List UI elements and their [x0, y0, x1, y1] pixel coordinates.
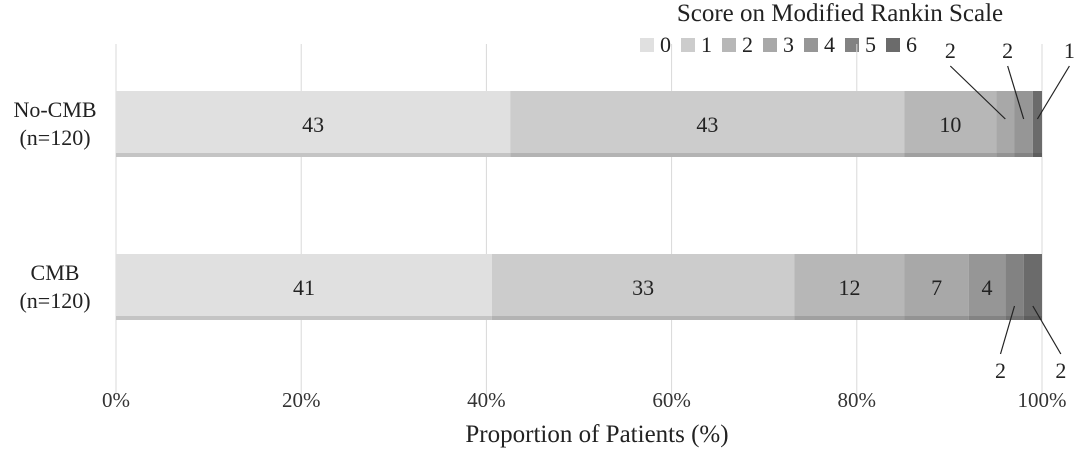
legend-label: 4 [824, 32, 835, 57]
bar-segment-shadow [794, 316, 905, 320]
callout-line [1036, 65, 1070, 120]
category-label-line2: (n=120) [19, 288, 91, 313]
legend-item: 6 [886, 32, 917, 58]
bar-segment-shadow [116, 316, 492, 320]
bar-segment [996, 91, 1015, 157]
x-tick-label: 60% [652, 388, 691, 412]
bar-segment [794, 254, 905, 320]
legend-label: 5 [865, 32, 876, 57]
bar-segment [1005, 254, 1024, 320]
bar-segment [1014, 91, 1033, 157]
legend-swatch [640, 38, 654, 52]
callout-line [949, 65, 1006, 120]
callout-line [1007, 65, 1025, 120]
bar-segment-shadow [1005, 316, 1024, 320]
legend-label: 3 [783, 32, 794, 57]
bar-segment [1023, 254, 1042, 320]
legend-swatch [681, 38, 695, 52]
legend-swatch [845, 38, 859, 52]
bar-segment-shadow [904, 316, 969, 320]
bar-segment [510, 91, 905, 157]
bar-segment [116, 254, 492, 320]
data-label: 10 [939, 112, 961, 137]
category-label-cmb: CMB (n=120) [0, 259, 110, 315]
x-tick-label: 80% [838, 388, 877, 412]
x-tick-label: 20% [282, 388, 321, 412]
bar-segment [904, 254, 969, 320]
legend-item: 2 [722, 32, 753, 58]
legend-item: 5 [845, 32, 876, 58]
data-label: 43 [696, 112, 718, 137]
bar-segment-shadow [904, 153, 997, 157]
bar-segment [116, 91, 511, 157]
category-label-line2: (n=120) [19, 125, 91, 150]
data-label: 4 [981, 275, 992, 300]
category-label-line1: CMB [30, 260, 80, 285]
x-tick-label: 0% [102, 388, 130, 412]
data-label: 2 [1055, 358, 1066, 383]
legend-item: 4 [804, 32, 835, 58]
bar-segment [968, 254, 1006, 320]
data-label: 41 [293, 275, 315, 300]
legend-label: 2 [742, 32, 753, 57]
data-label: 12 [838, 275, 860, 300]
data-label: 43 [302, 112, 324, 137]
bar-segment-shadow [1014, 153, 1033, 157]
legend-label: 0 [660, 32, 671, 57]
callout-line [999, 305, 1016, 355]
legend-title: Score on Modified Rankin Scale [676, 0, 1004, 27]
category-label-line1: No-CMB [13, 97, 97, 122]
data-label: 33 [632, 275, 654, 300]
data-label: 7 [931, 275, 942, 300]
data-label: 1 [1064, 38, 1075, 63]
legend-item: 3 [763, 32, 794, 58]
category-label-no-cmb: No-CMB (n=120) [0, 96, 110, 152]
bar-segment-shadow [1023, 316, 1042, 320]
bar-segment [904, 91, 997, 157]
data-label: 2 [995, 358, 1006, 383]
bar-segment-shadow [510, 153, 905, 157]
legend-swatch [763, 38, 777, 52]
legend-swatch [804, 38, 818, 52]
data-label: 2 [945, 38, 956, 63]
bar-segment-shadow [491, 316, 795, 320]
bar-segment [1032, 91, 1042, 157]
bar-segment-shadow [996, 153, 1015, 157]
legend-label: 1 [701, 32, 712, 57]
bar-segment-shadow [968, 316, 1006, 320]
bar-segment-shadow [116, 153, 511, 157]
x-axis-title: Proportion of Patients (%) [465, 421, 729, 448]
bar-segment-shadow [1032, 153, 1042, 157]
legend-item: 1 [681, 32, 712, 58]
legend-swatch [886, 38, 900, 52]
legend-swatch [722, 38, 736, 52]
data-label: 2 [1002, 38, 1013, 63]
x-tick-label: 40% [467, 388, 506, 412]
x-tick-label: 100% [1018, 388, 1067, 412]
legend-label: 6 [906, 32, 917, 57]
callout-line [1032, 305, 1062, 355]
bar-segment [491, 254, 795, 320]
legend: 0 1 2 3 4 5 6 [640, 32, 921, 58]
legend-item: 0 [640, 32, 671, 58]
